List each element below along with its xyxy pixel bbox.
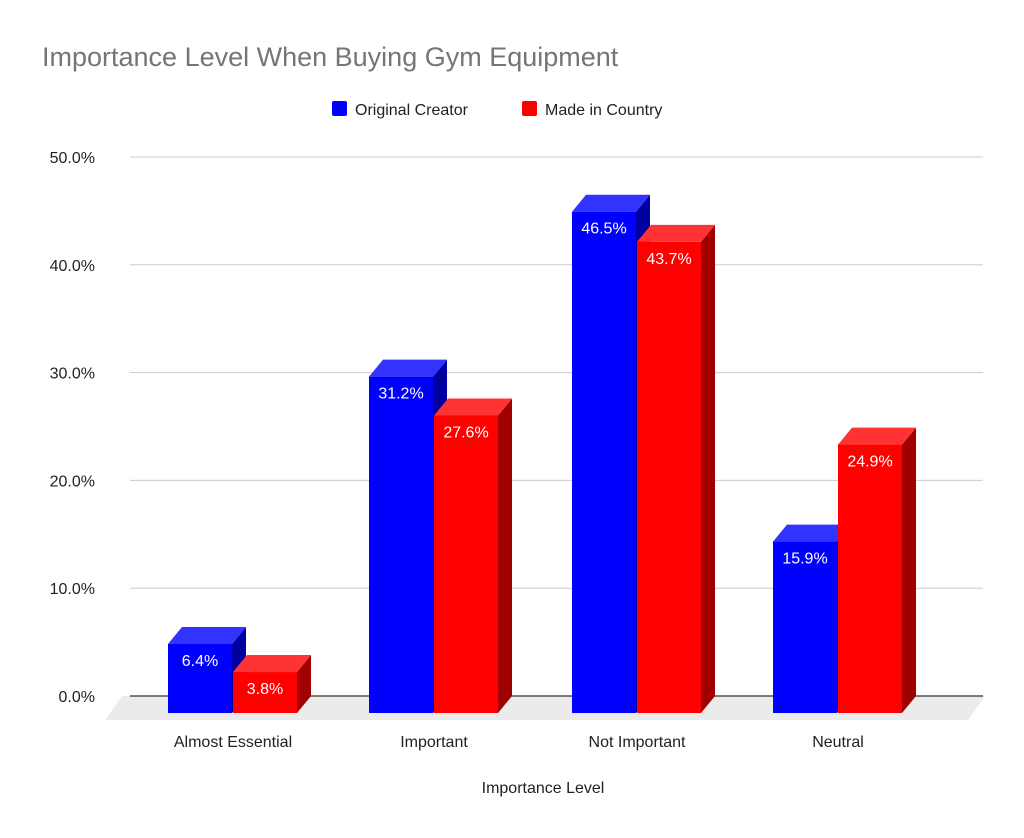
data-label: 31.2% [378,386,423,403]
bar: 3.8% [233,655,311,713]
floor [105,696,985,720]
x-tick-label: Almost Essential [174,734,292,751]
x-tick-label: Neutral [812,734,864,751]
y-tick-label: 40.0% [50,258,95,275]
x-tick-label: Not Important [589,734,686,751]
bar-front [369,376,433,713]
data-label: 3.8% [247,681,283,698]
legend: Original Creator Made in Country [332,101,662,119]
bar-front [233,672,297,713]
y-tick-label: 0.0% [59,689,95,706]
bar-top [233,655,311,673]
bar-side [498,398,512,713]
legend-label: Made in Country [545,102,662,119]
bar-top [838,427,916,445]
y-tick-label: 50.0% [50,150,95,167]
x-axis-title: Importance Level [482,780,605,797]
x-tick-label: Important [400,734,468,751]
bar: 27.6% [434,398,512,713]
bar: 43.7% [637,224,715,713]
bar-side [297,655,311,713]
data-label: 24.9% [847,454,892,471]
y-tick-label: 30.0% [50,366,95,383]
bar: 6.4% [168,627,246,713]
data-label: 43.7% [646,251,691,268]
bar: 15.9% [773,524,851,713]
chart-title: Importance Level When Buying Gym Equipme… [42,42,619,72]
data-label: 6.4% [182,653,218,670]
bar-front [773,541,837,713]
bar-top [369,359,447,377]
bar-front [838,444,902,713]
bar-top [637,224,715,242]
y-tick-label: 20.0% [50,473,95,490]
bar-top [773,524,851,542]
bar-top [572,194,650,212]
bar-front [434,415,498,713]
bar-top [434,398,512,416]
bar-front [637,241,701,713]
bar-front [168,644,232,713]
legend-swatch [332,101,347,116]
data-label: 15.9% [782,551,827,568]
bar-side [701,224,715,713]
y-tick-label: 10.0% [50,581,95,598]
data-label: 46.5% [581,221,626,238]
bar-top [168,627,246,645]
bar-front [572,211,636,714]
bar: 24.9% [838,427,916,713]
bar-side [902,427,916,713]
legend-label: Original Creator [355,102,469,119]
legend-swatch [522,101,537,116]
data-label: 27.6% [443,424,488,441]
